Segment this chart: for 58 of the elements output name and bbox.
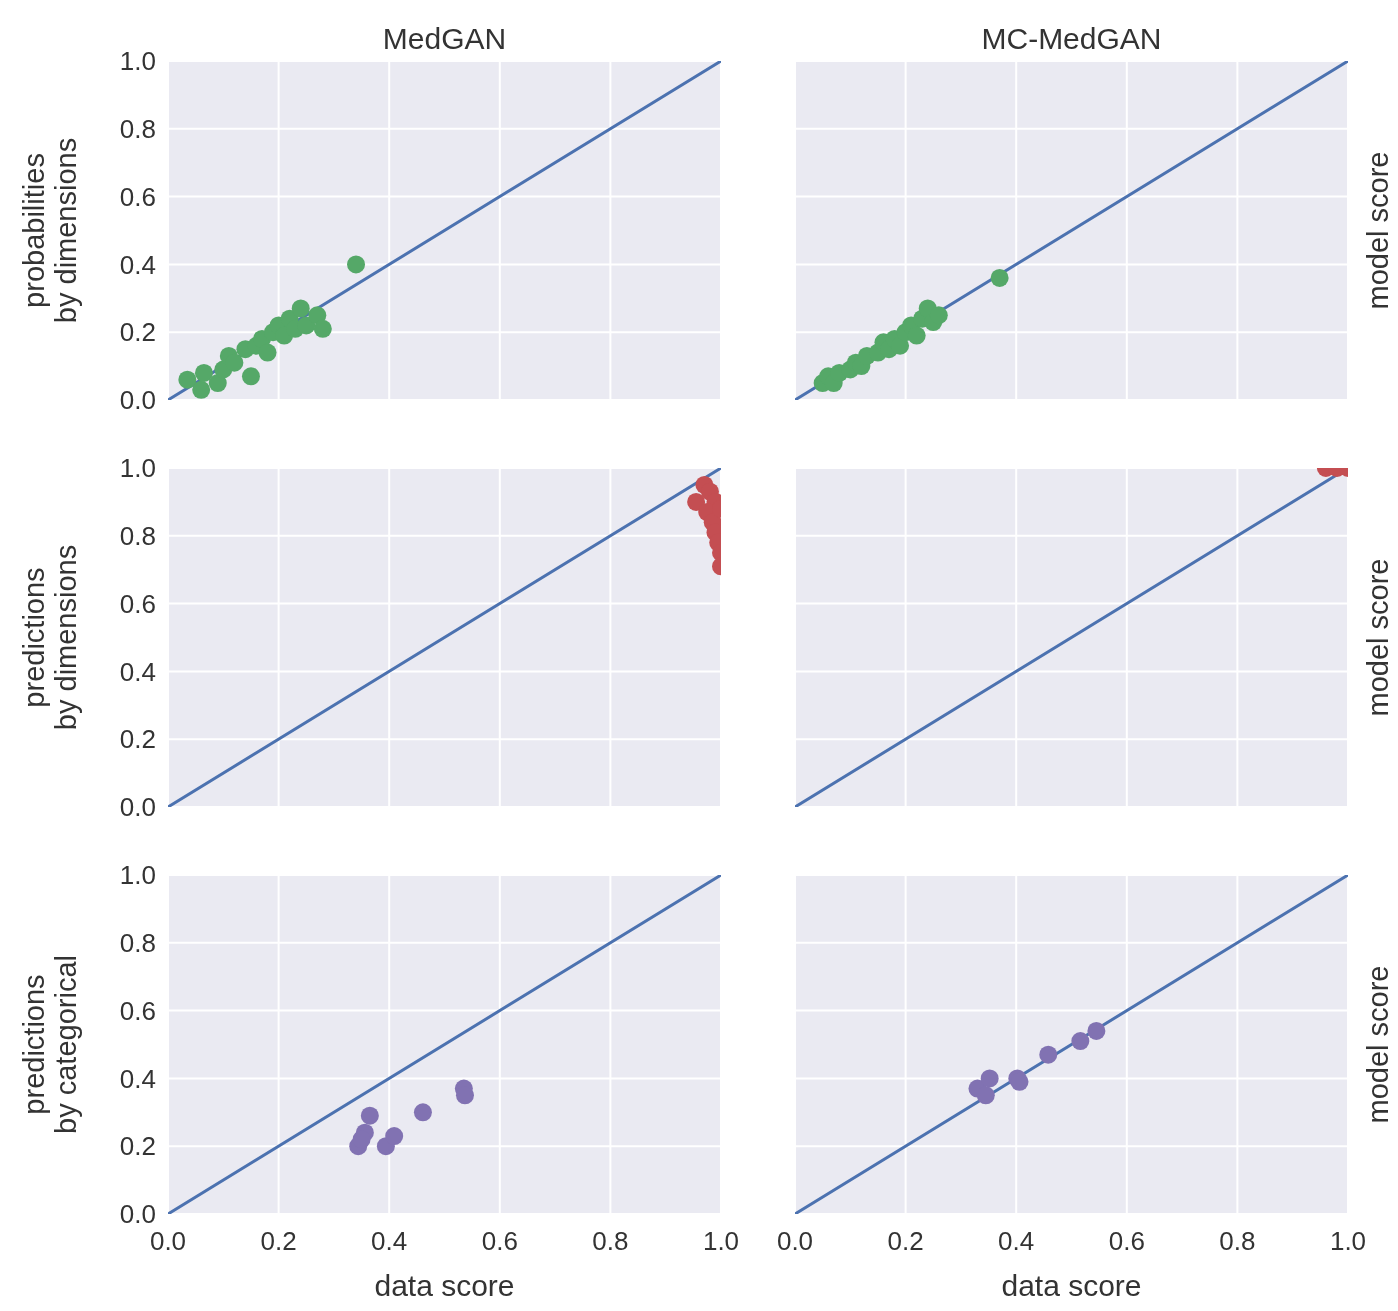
chart-title: MedGAN <box>382 22 507 55</box>
point <box>413 1103 432 1122</box>
y-axis-title: predictions by categorical <box>18 955 82 1134</box>
point <box>1087 1021 1106 1040</box>
point <box>385 1127 404 1146</box>
y-tick-label: 0.2 <box>119 724 156 755</box>
y-tick-label: 0.6 <box>119 181 156 212</box>
point <box>1039 1045 1058 1064</box>
point <box>360 1106 379 1125</box>
point <box>291 299 310 318</box>
point <box>347 255 366 274</box>
y2-axis-title: model score <box>1362 558 1394 717</box>
y-tick-label: 0.8 <box>119 927 156 958</box>
point <box>241 367 260 386</box>
x-axis-title: data score <box>1001 1269 1142 1302</box>
x-tick-label: 0.2 <box>887 1226 924 1256</box>
y2-axis-title: model score <box>1362 965 1394 1124</box>
x-tick-label: 0.4 <box>371 1226 408 1256</box>
y-tick-label: 0.8 <box>119 113 156 144</box>
x-tick-label: 0.8 <box>1219 1226 1256 1256</box>
y-tick-label: 0.2 <box>119 317 156 348</box>
x-tick-label: 0.6 <box>481 1226 518 1256</box>
y-tick-label: 0.8 <box>119 520 156 551</box>
y-tick-label: 0.4 <box>119 656 156 687</box>
x-tick-label: 0.0 <box>776 1226 814 1256</box>
point <box>980 1069 999 1088</box>
y-tick-label: 0.4 <box>119 249 156 280</box>
y-axis-title: predictions by dimensions <box>18 544 82 731</box>
y-tick-label: 0.6 <box>119 588 156 619</box>
y-tick-label: 0.2 <box>119 1131 156 1162</box>
point <box>178 370 197 389</box>
y-axis-title: probabilities by dimensions <box>18 137 82 324</box>
x-tick-label: 1.0 <box>1329 1226 1367 1256</box>
point <box>192 380 211 399</box>
chart-title: MC-MedGAN <box>981 22 1162 55</box>
y2-axis-title: model score <box>1362 151 1394 310</box>
x-tick-label: 0.2 <box>260 1226 297 1256</box>
x-tick-label: 1.0 <box>702 1226 740 1256</box>
y-tick-label: 0.0 <box>119 385 156 416</box>
y-tick-label: 0.6 <box>119 995 156 1026</box>
y-tick-label: 0.4 <box>119 1063 156 1094</box>
x-tick-label: 0.4 <box>998 1226 1035 1256</box>
point <box>258 343 277 362</box>
y-tick-label: 1.0 <box>119 860 156 891</box>
y-tick-label: 1.0 <box>119 46 156 77</box>
x-tick-label: 0.8 <box>592 1226 629 1256</box>
x-tick-label: 0.6 <box>1108 1226 1145 1256</box>
point <box>352 1130 371 1149</box>
y-tick-label: 0.0 <box>119 792 156 823</box>
point <box>976 1086 995 1105</box>
point <box>194 363 213 382</box>
point <box>208 374 227 393</box>
point <box>990 268 1009 287</box>
point <box>907 326 926 345</box>
point <box>313 319 332 338</box>
x-axis-title: data score <box>374 1269 515 1302</box>
point <box>1071 1032 1090 1051</box>
y-tick-label: 1.0 <box>119 453 156 484</box>
